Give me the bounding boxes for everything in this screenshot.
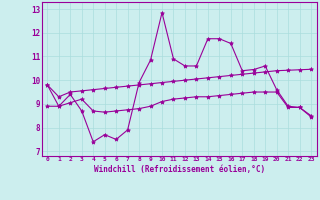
- X-axis label: Windchill (Refroidissement éolien,°C): Windchill (Refroidissement éolien,°C): [94, 165, 265, 174]
